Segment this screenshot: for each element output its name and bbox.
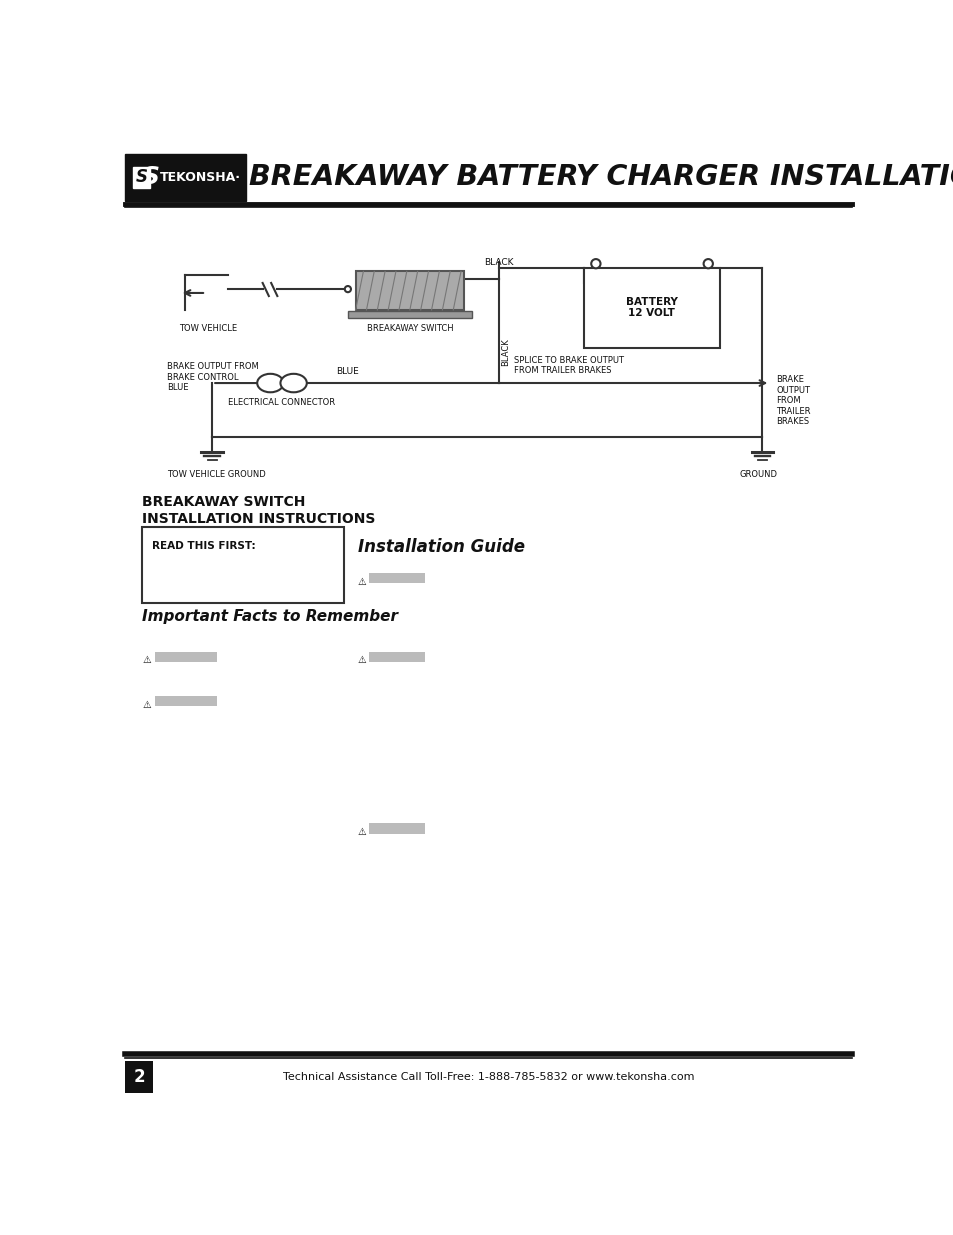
Text: TOW VEHICLE GROUND: TOW VEHICLE GROUND	[167, 471, 266, 479]
Text: GROUND: GROUND	[739, 471, 777, 479]
Bar	[133, 167, 150, 188]
Text: ⚠: ⚠	[142, 700, 152, 710]
Circle shape	[344, 287, 351, 293]
Text: READ THIS FIRST:: READ THIS FIRST:	[152, 541, 255, 551]
Bar	[154, 697, 216, 706]
Text: S: S	[135, 168, 148, 186]
Bar	[125, 154, 245, 200]
Bar	[369, 824, 424, 834]
Text: TOW VEHICLE: TOW VEHICLE	[179, 324, 237, 332]
Text: BREAKAWAY BATTERY CHARGER INSTALLATION: BREAKAWAY BATTERY CHARGER INSTALLATION	[249, 163, 953, 191]
Ellipse shape	[280, 374, 307, 393]
Bar	[369, 573, 424, 583]
Circle shape	[591, 259, 599, 268]
Text: Installation Guide: Installation Guide	[357, 537, 524, 556]
Text: SPLICE TO BRAKE OUTPUT
FROM TRAILER BRAKES: SPLICE TO BRAKE OUTPUT FROM TRAILER BRAK…	[514, 356, 624, 375]
Text: S: S	[141, 165, 159, 189]
Bar	[125, 1061, 153, 1093]
Text: BRAKE
OUTPUT
FROM
TRAILER
BRAKES: BRAKE OUTPUT FROM TRAILER BRAKES	[776, 375, 810, 426]
Bar	[355, 272, 464, 310]
Text: ELECTRICAL CONNECTOR: ELECTRICAL CONNECTOR	[228, 399, 335, 408]
Text: BLUE: BLUE	[336, 367, 359, 375]
Text: BLACK: BLACK	[484, 258, 514, 267]
Bar	[583, 268, 720, 348]
Circle shape	[703, 259, 712, 268]
Text: BREAKAWAY SWITCH: BREAKAWAY SWITCH	[142, 495, 306, 509]
Bar	[348, 311, 472, 317]
Text: BATTERY
12 VOLT: BATTERY 12 VOLT	[625, 296, 677, 319]
Bar	[369, 652, 424, 662]
Text: BLACK: BLACK	[500, 338, 509, 366]
Text: ⚠: ⚠	[142, 656, 152, 666]
Bar	[142, 527, 344, 603]
Text: Technical Assistance Call Toll-Free: 1-888-785-5832 or www.tekonsha.com: Technical Assistance Call Toll-Free: 1-8…	[283, 1072, 694, 1082]
Text: 2: 2	[133, 1068, 145, 1086]
Text: TEKONSHA·: TEKONSHA·	[160, 170, 241, 184]
Ellipse shape	[257, 374, 283, 393]
Bar	[154, 652, 216, 662]
Text: ⚠: ⚠	[357, 577, 366, 587]
Text: ⚠: ⚠	[357, 656, 366, 666]
Text: INSTALLATION INSTRUCTIONS: INSTALLATION INSTRUCTIONS	[142, 511, 375, 526]
Text: BREAKAWAY SWITCH: BREAKAWAY SWITCH	[366, 324, 453, 332]
Text: BRAKE OUTPUT FROM
BRAKE CONTROL
BLUE: BRAKE OUTPUT FROM BRAKE CONTROL BLUE	[167, 362, 259, 391]
Text: ⚠: ⚠	[357, 827, 366, 837]
Text: Important Facts to Remember: Important Facts to Remember	[142, 609, 398, 624]
